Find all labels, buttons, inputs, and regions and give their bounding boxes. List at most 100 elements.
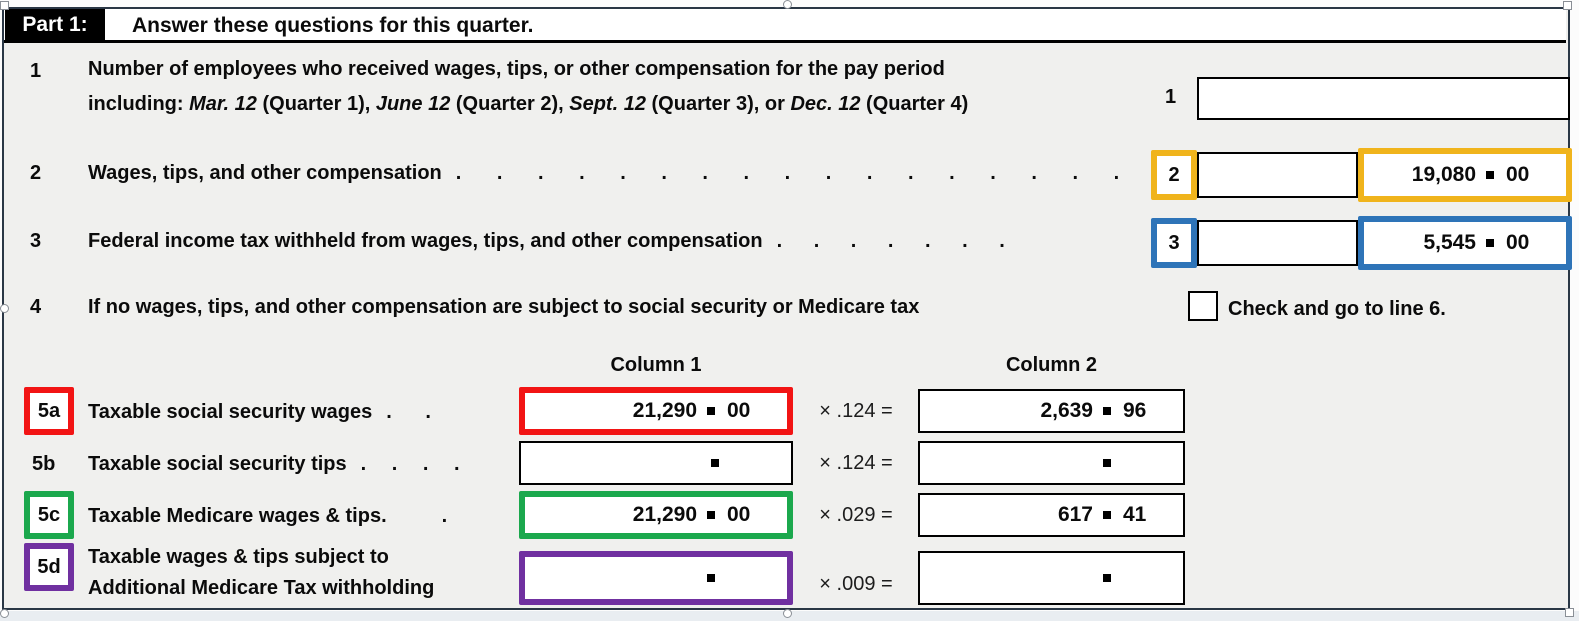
line4-checkbox-label: Check and go to line 6. (1228, 298, 1446, 320)
column1-header: Column 1 (610, 354, 702, 376)
part1-label: Part 1: (22, 12, 88, 36)
line1-number: 1 (30, 60, 42, 82)
decimal-separator (1093, 574, 1121, 582)
line4-label: If no wages, tips, and other compensatio… (88, 296, 920, 318)
row5c-label-row: Taxable Medicare wages & tips.. (88, 505, 447, 528)
line3-label: Federal income tax withheld from wages, … (88, 230, 763, 252)
line1-seg: including: (88, 93, 190, 115)
line2-cents: 00 (1506, 163, 1530, 186)
row5c-col2-dollars: 617 (1057, 503, 1093, 526)
row5d-col1-field[interactable] (519, 551, 793, 605)
line2-label-row: Wages, tips, and other compensation . . .… (88, 162, 1119, 185)
row5c-badge-highlighted: 5c (24, 491, 74, 539)
line4-number: 4 (30, 296, 42, 318)
row5b-col1-field[interactable] (519, 441, 793, 485)
row5c-col2-field[interactable]: 617 41 (918, 493, 1185, 537)
row5d-badge-highlighted: 5d (24, 543, 74, 591)
line3-badge-highlighted: 3 (1151, 218, 1197, 268)
line3-amount-field[interactable]: 5,545 00 (1358, 216, 1572, 270)
row5a-number: 5a (37, 399, 61, 422)
decimal-separator (1093, 407, 1121, 415)
decimal-separator (1476, 171, 1504, 179)
selection-handle-bottom-left[interactable] (0, 609, 9, 618)
part1-title: Answer these questions for this quarter. (132, 14, 534, 37)
line2-badge-text: 2 (1168, 163, 1180, 186)
row5a-label-row: Taxable social security wages . . (88, 401, 431, 424)
line2-dollars: 19,080 (1411, 163, 1476, 186)
line3-blank-field[interactable] (1197, 220, 1358, 266)
row5b-label-row: Taxable social security tips . . . . (88, 453, 460, 476)
row5b-label: Taxable social security tips (88, 453, 347, 475)
row5c-col1-dollars: 21,290 (632, 503, 697, 526)
line2-number: 2 (30, 162, 42, 184)
line2-badge-highlighted: 2 (1151, 150, 1197, 200)
decimal-separator (1093, 459, 1121, 467)
line1-text-row2: including: Mar. 12 (Quarter 1), June 12 … (88, 93, 968, 116)
selection-handle-top-right[interactable] (1563, 1, 1572, 10)
row5b-number: 5b (32, 453, 56, 475)
row5a-label: Taxable social security wages (88, 401, 373, 423)
row5a-col1-dollars: 21,290 (632, 399, 697, 422)
part1-header-band (4, 9, 1566, 43)
row5a-badge-highlighted: 5a (24, 387, 74, 435)
line1-seg: (Quarter 2), (450, 93, 570, 115)
line4-checkbox[interactable] (1188, 291, 1218, 321)
line1-box-number: 1 (1165, 86, 1177, 108)
dot-leader: . . . . . . . (776, 230, 1005, 252)
row5a-col2-dollars: 2,639 (1040, 399, 1093, 422)
line1-seg-italic: Dec. 12 (790, 93, 861, 115)
line1-seg-italic: Mar. 12 (189, 93, 257, 115)
line3-cents: 00 (1506, 231, 1530, 254)
line3-number: 3 (30, 230, 42, 252)
selection-handle-top-left[interactable] (0, 1, 9, 10)
dot-leader: . . . . . . . . . . . . . . . . . (455, 162, 1120, 184)
line3-dollars: 5,545 (1423, 231, 1476, 254)
row5c-label: Taxable Medicare wages & tips. (88, 505, 387, 527)
decimal-separator (1093, 511, 1121, 519)
selection-handle-left-middle[interactable] (0, 304, 9, 313)
dot-leader: . . (386, 401, 431, 423)
row5d-number: 5d (37, 555, 61, 578)
row5a-rate: × .124 = (819, 400, 893, 422)
row5c-col1-field[interactable]: 21,290 00 (519, 491, 793, 539)
line2-label: Wages, tips, and other compensation (88, 162, 442, 184)
row5a-col2-field[interactable]: 2,639 96 (918, 389, 1185, 433)
decimal-separator (697, 407, 725, 415)
line3-badge-text: 3 (1168, 231, 1180, 254)
row5d-rate: × .009 = (819, 573, 893, 595)
decimal-separator (697, 511, 725, 519)
decimal-separator (701, 459, 729, 467)
row5a-col2-cents: 96 (1123, 399, 1147, 422)
line1-seg-italic: June 12 (375, 93, 451, 115)
row5d-col2-field[interactable] (918, 551, 1185, 605)
line1-seg: (Quarter 1), (256, 93, 376, 115)
row5a-col1-cents: 00 (727, 399, 751, 422)
row5c-col1-cents: 00 (727, 503, 751, 526)
line1-seg: (Quarter 3), or (645, 93, 791, 115)
selection-handle-top-center[interactable] (783, 0, 792, 9)
line2-blank-field[interactable] (1197, 152, 1358, 198)
decimal-separator (697, 574, 725, 582)
row5c-number: 5c (37, 503, 61, 526)
row5b-col2-field[interactable] (918, 441, 1185, 485)
row5b-rate: × .124 = (819, 452, 893, 474)
line2-amount-field[interactable]: 19,080 00 (1358, 148, 1572, 202)
row5d-label-line2: Additional Medicare Tax withholding (88, 577, 435, 599)
dot-leader: . (441, 505, 448, 527)
row5c-rate: × .029 = (819, 504, 893, 526)
dot-leader: . . . . (360, 453, 460, 475)
selection-handle-bottom-right[interactable] (1565, 608, 1574, 617)
line3-label-row: Federal income tax withheld from wages, … (88, 230, 1005, 253)
part1-label-box: Part 1: (5, 9, 105, 40)
decimal-separator (1476, 239, 1504, 247)
column2-header: Column 2 (1005, 354, 1098, 376)
line1-seg-italic: Sept. 12 (569, 93, 646, 115)
line1-text-row1: Number of employees who received wages, … (88, 58, 945, 80)
row5a-col1-field[interactable]: 21,290 00 (519, 387, 793, 435)
line1-seg: (Quarter 4) (860, 93, 969, 115)
line1-value-field[interactable] (1197, 77, 1570, 120)
row5d-label-line1: Taxable wages & tips subject to (88, 546, 389, 568)
selection-handle-bottom-center[interactable] (783, 609, 792, 618)
row5c-col2-cents: 41 (1123, 503, 1147, 526)
